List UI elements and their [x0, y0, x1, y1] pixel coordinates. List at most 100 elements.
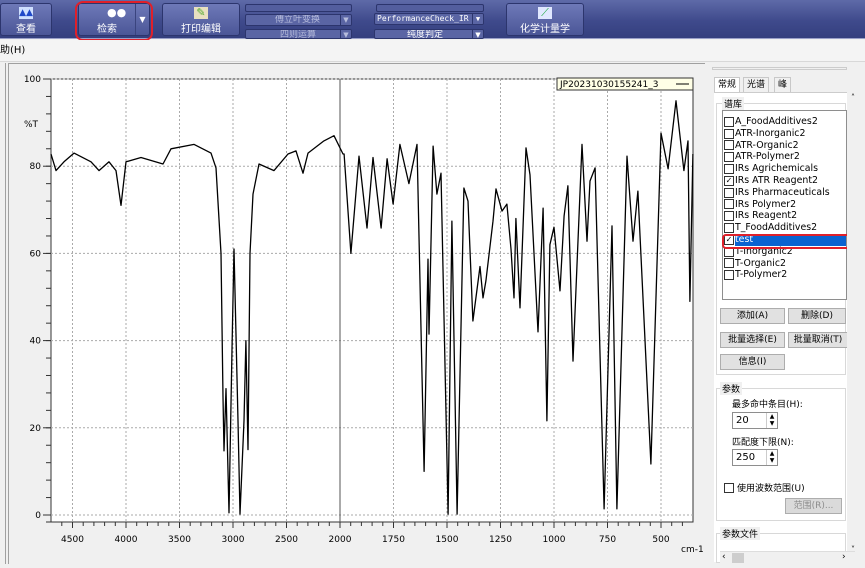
library-list[interactable]: A_FoodAdditives2 ATR-Inorganic2 ATR-Organi… [722, 110, 847, 300]
params-group-label: 参数 [720, 382, 743, 395]
performance-label: PerformanceCheck_IR [377, 14, 469, 23]
library-item[interactable]: T-Organic2 [723, 258, 846, 270]
min-match-label: 匹配度下限(N): [732, 438, 794, 448]
spin-arrows-icon[interactable]: ▲ ▼ [766, 413, 777, 428]
x-tick-label: 500 [652, 535, 669, 545]
batch-cancel-button[interactable]: 批量取消(T) [788, 332, 848, 348]
chart-panel: 0 20 40 60 80 100 4500 4000 3500 3000 2500 2000 1750… [8, 63, 705, 564]
min-match-value: 250 [736, 452, 756, 463]
x-tick-label: 3500 [168, 535, 191, 545]
toolbar: ▲▲ 查看 ●● 检索 ▼ ✎ 打印编辑 傅立叶变换 ▼ 四则运算 ▼ Perfor… [0, 0, 865, 41]
checkbox-icon[interactable] [724, 152, 734, 163]
search-button[interactable]: ●● 检索 ▼ [78, 3, 150, 36]
scroll-right-icon[interactable]: › [842, 552, 846, 562]
checkbox-icon[interactable] [724, 140, 734, 151]
library-item-label: test [735, 233, 846, 246]
library-item[interactable]: ATR-Inorganic2 [723, 128, 846, 140]
x-tick-label: 750 [599, 535, 616, 545]
purity-label: 纯度判定 [407, 30, 444, 39]
tab-spectrum[interactable]: 光谱 [743, 77, 770, 92]
library-item[interactable]: ATR-Organic2 [723, 140, 846, 152]
spectrum-icon: ▲▲ [19, 7, 33, 19]
library-item[interactable]: T-Polymer2 [723, 269, 846, 281]
spin-arrows-icon[interactable]: ▲ ▼ [766, 450, 777, 465]
checkbox-icon[interactable]: ✓ [724, 175, 734, 186]
library-item[interactable]: A_FoodAdditives2 [723, 116, 846, 128]
search-dropdown-arrow[interactable]: ▼ [135, 4, 149, 35]
library-item-label: IRs Polymer2 [735, 198, 797, 210]
checkbox-icon[interactable] [724, 116, 734, 127]
param-file-group-label: 参数文件 [720, 527, 761, 540]
x-tick-label: 1750 [382, 535, 405, 545]
library-item-label: IRs ATR Reagent2 [735, 174, 818, 186]
vertical-scrollbar[interactable]: ˄ ˅ [847, 93, 859, 554]
range-button[interactable]: 范围(R)... [785, 498, 842, 514]
delete-button[interactable]: 删除(D) [788, 308, 846, 324]
max-hits-label: 最多命中条目(H): [732, 400, 803, 410]
y-tick-label: 80 [30, 162, 42, 172]
fourier-label: 傅立叶变换 [275, 15, 321, 25]
checkbox-icon[interactable] [724, 164, 734, 175]
max-hits-stepper[interactable]: 20 ▲ ▼ [732, 412, 778, 429]
checkbox-icon[interactable] [724, 258, 734, 269]
library-item-label: A_FoodAdditives2 [735, 116, 818, 127]
y-tick-label: 60 [30, 249, 42, 259]
use-range-label: 使用波数范围(U) [737, 484, 805, 494]
library-item[interactable]: IRs Polymer2 [723, 199, 846, 211]
library-item-label: IRs Reagent2 [735, 210, 798, 222]
scroll-left-icon[interactable]: ‹ [722, 552, 726, 562]
menu-help[interactable]: 助(H) [0, 45, 26, 56]
performance-dropdown[interactable]: PerformanceCheck_IR ▼ [374, 13, 484, 25]
search-highlight [75, 1, 153, 41]
view-button[interactable]: ▲▲ 查看 [0, 3, 52, 36]
tab-general[interactable]: 常规 [714, 77, 741, 92]
x-tick-label: 3000 [222, 535, 245, 545]
chevron-down-icon: ▼ [340, 15, 351, 25]
library-item[interactable]: ATR-Polymer2 [723, 151, 846, 163]
checkbox-icon[interactable] [724, 270, 734, 281]
print-edit-button[interactable]: ✎ 打印编辑 [162, 3, 240, 36]
add-button[interactable]: 添加(A) [720, 308, 785, 324]
y-tick-label: 100 [24, 75, 41, 85]
chemometrics-button[interactable]: ⟋ 化学计量学 [506, 3, 584, 36]
scroll-up-icon[interactable]: ˄ [851, 93, 855, 102]
right-panel: 常规 光谱 峰 谱库 A_FoodAdditives2 ATR-Inorganic… [710, 63, 865, 564]
fourier-dropdown[interactable]: 傅立叶变换 ▼ [245, 14, 352, 26]
library-item[interactable]: IRs Pharmaceuticals [723, 187, 846, 199]
chevron-down-icon: ▼ [340, 30, 351, 38]
x-tick-label: 1000 [543, 535, 566, 545]
tab-peak[interactable]: 峰 [774, 77, 792, 92]
panel-splitter[interactable] [712, 67, 847, 70]
library-item[interactable]: T_FoodAdditives2 [723, 222, 846, 234]
test-highlight [722, 234, 851, 249]
checkbox-icon[interactable] [724, 128, 734, 139]
checkbox-icon[interactable] [724, 187, 734, 198]
scroll-down-icon[interactable]: ˅ [851, 545, 855, 554]
left-splitter[interactable] [0, 63, 6, 564]
checkbox-icon[interactable] [724, 199, 734, 210]
library-item-label: T-Organic2 [735, 257, 786, 269]
spectrum-chart[interactable]: 0 20 40 60 80 100 4500 4000 3500 3000 2500 2000 1750… [9, 64, 706, 565]
spectrum-line [50, 100, 694, 515]
checkbox-icon[interactable] [724, 223, 734, 234]
horizontal-scrollbar[interactable]: ‹ › [720, 551, 855, 564]
x-tick-label: 2000 [329, 535, 352, 545]
library-item-label: T-Inorganic2 [735, 245, 793, 257]
batch-select-button[interactable]: 批量选择(E) [720, 332, 785, 348]
library-item[interactable]: IRs Agrichemicals [723, 163, 846, 175]
min-match-stepper[interactable]: 250 ▲ ▼ [732, 449, 778, 466]
library-item[interactable]: IRs Reagent2 [723, 210, 846, 222]
chevron-down-icon: ▼ [472, 14, 483, 24]
use-range-checkbox[interactable]: 使用波数范围(U) [724, 481, 805, 494]
params-group [716, 388, 846, 521]
info-button[interactable]: 信息(I) [720, 354, 785, 370]
checkbox-icon[interactable] [724, 211, 734, 222]
arithmetic-dropdown[interactable]: 四则运算 ▼ [245, 29, 352, 39]
menubar: 助(H) [0, 40, 865, 62]
x-tick-label: 4000 [115, 535, 138, 545]
library-item[interactable]: ✓ IRs ATR Reagent2 [723, 175, 846, 187]
scroll-thumb[interactable] [732, 553, 744, 563]
max-hits-value: 20 [736, 415, 749, 426]
purity-dropdown[interactable]: 纯度判定 ▼ [374, 29, 484, 39]
x-axis-label: cm-1 [681, 545, 704, 555]
